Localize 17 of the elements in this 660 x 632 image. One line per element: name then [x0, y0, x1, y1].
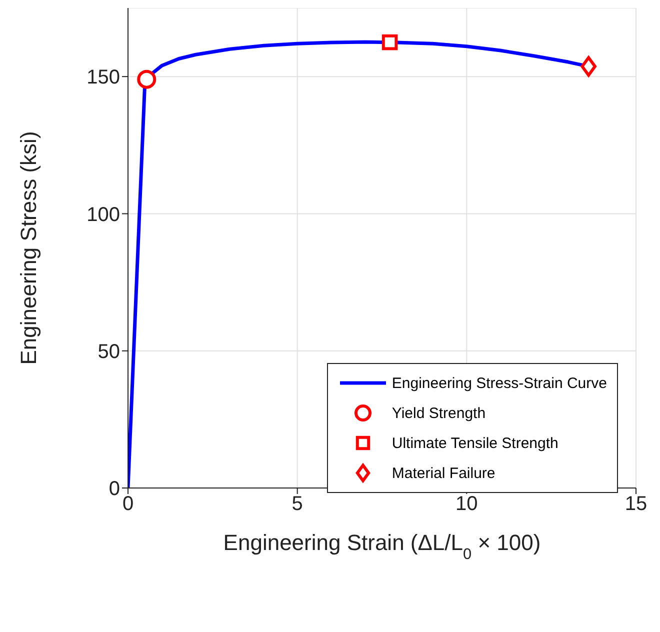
y-tick-label: 0: [108, 478, 120, 500]
legend-label: Ultimate Tensile Strength: [392, 434, 558, 452]
x-tick-label: 5: [292, 493, 303, 516]
y-tick-label: 50: [98, 340, 120, 363]
point: [137, 70, 156, 89]
legend-label: Engineering Stress-Strain Curve: [392, 374, 607, 392]
legend-label: Yield Strength: [392, 404, 486, 422]
y-tick-label: 150: [86, 66, 120, 89]
y-axis-title: Engineering Stress (ksi): [16, 131, 41, 365]
x-tick-label: 0: [122, 493, 134, 516]
point: [382, 34, 398, 50]
x-axis-title: Engineering Strain (ΔL/L$_{0}$ × 100): [223, 530, 541, 562]
x-tick-label: 15: [624, 493, 648, 516]
x-tick-label: 10: [456, 493, 478, 516]
legend-label: Material Failure: [392, 464, 496, 482]
y-tick-label: 100: [86, 204, 120, 226]
point: [580, 56, 596, 77]
